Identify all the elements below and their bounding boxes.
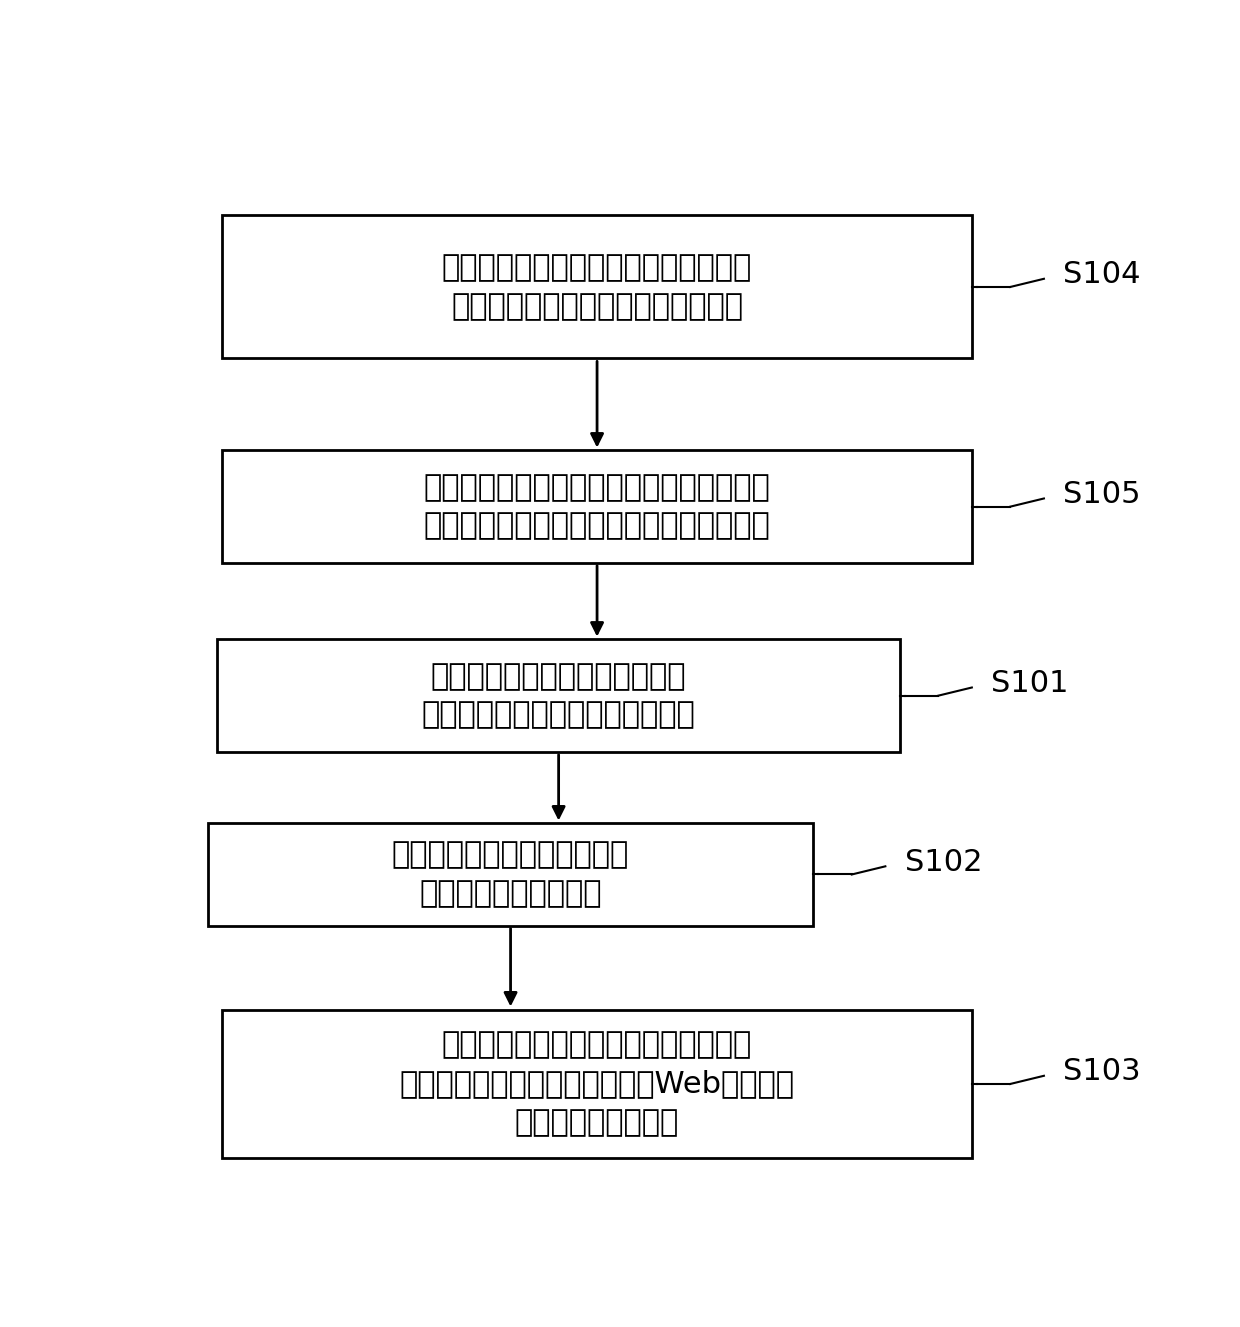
Bar [222, 1010, 972, 1158]
Text: S105: S105 [1063, 480, 1141, 508]
Text: S101: S101 [991, 669, 1069, 698]
Bar [222, 450, 972, 563]
Text: S102: S102 [905, 848, 982, 877]
Text: 送至用户终端并显示: 送至用户终端并显示 [515, 1108, 680, 1137]
Text: 低电压治理设备的运行数据通过Web服务器发: 低电压治理设备的运行数据通过Web服务器发 [399, 1070, 795, 1099]
Text: 接收用户终端的查看请求，将预查看的: 接收用户终端的查看请求，将预查看的 [441, 1031, 753, 1060]
Text: 将采集到的低电压治理设备的: 将采集到的低电压治理设备的 [392, 840, 629, 869]
Text: 接收后台录入的设备资料信息，将设备: 接收后台录入的设备资料信息，将设备 [441, 253, 753, 283]
Bar [217, 640, 900, 752]
Bar [222, 215, 972, 358]
Text: 和运行数据，并发送至前置服务器: 和运行数据，并发送至前置服务器 [422, 701, 696, 730]
Text: 根据后台录入的设备资料信息，建立适用于: 根据后台录入的设备资料信息，建立适用于 [424, 472, 770, 502]
Text: S104: S104 [1063, 260, 1141, 289]
Text: S103: S103 [1063, 1058, 1141, 1087]
Text: 所有低电压治理设备的规约和无线传输通道: 所有低电压治理设备的规约和无线传输通道 [424, 512, 770, 540]
Text: 采集低电压治理设备的运行工况: 采集低电压治理设备的运行工况 [430, 662, 687, 691]
Text: 运行数据进行统计分析: 运行数据进行统计分析 [419, 880, 601, 909]
Bar [208, 823, 813, 926]
Text: 资料信息发送至数据库服务器并存储: 资料信息发送至数据库服务器并存储 [451, 292, 743, 321]
